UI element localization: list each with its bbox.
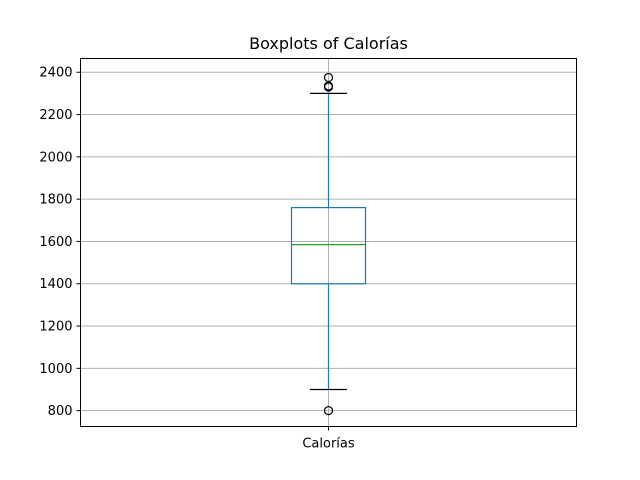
y-tick-label: 2400 [39, 66, 72, 81]
axes: 800 1000 1200 1400 1600 1800 2000 2200 2400 Calor… [39, 66, 354, 452]
outlier-point [323, 72, 334, 83]
y-tick-label: 1600 [39, 235, 72, 250]
y-tick-label: 2000 [39, 150, 72, 165]
y-tick-label: 1200 [39, 320, 72, 335]
y-tick-label: 1800 [39, 193, 72, 208]
iqr-box [290, 207, 367, 285]
chart-title: Boxplots of Calorías [249, 34, 408, 53]
y-tick-label: 1000 [39, 362, 72, 377]
y-tick-label: 2200 [39, 108, 72, 123]
y-tick-label: 1400 [39, 277, 72, 292]
x-tick-label: Calorías [302, 437, 355, 452]
outlier-point [323, 406, 334, 416]
y-tick-label: 800 [48, 404, 73, 419]
plot-area [290, 72, 367, 416]
